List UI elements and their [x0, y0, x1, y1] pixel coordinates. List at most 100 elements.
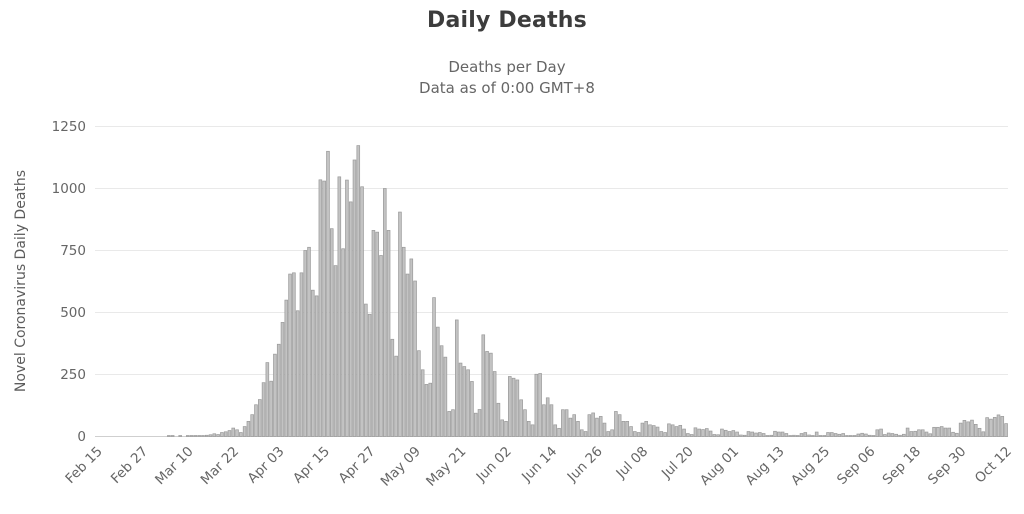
daily-deaths-bar[interactable] — [614, 411, 618, 437]
daily-deaths-bar[interactable] — [405, 273, 410, 437]
daily-deaths-bar[interactable] — [989, 418, 993, 437]
daily-deaths-bar[interactable] — [633, 431, 637, 437]
daily-deaths-bar[interactable] — [739, 434, 743, 437]
daily-deaths-bar[interactable] — [962, 420, 967, 437]
daily-deaths-bar[interactable] — [580, 429, 584, 437]
daily-deaths-bar[interactable] — [458, 362, 463, 437]
daily-deaths-bar[interactable] — [432, 297, 436, 437]
daily-deaths-bar[interactable] — [356, 145, 361, 437]
daily-deaths-bar[interactable] — [841, 433, 845, 437]
daily-deaths-bar[interactable] — [625, 421, 630, 437]
daily-deaths-bar[interactable] — [223, 431, 228, 437]
daily-deaths-bar[interactable] — [735, 431, 739, 437]
daily-deaths-bar[interactable] — [265, 362, 270, 437]
daily-deaths-bar[interactable] — [311, 289, 315, 437]
daily-deaths-bar[interactable] — [284, 299, 289, 437]
daily-deaths-bar[interactable] — [754, 432, 758, 437]
daily-deaths-bar[interactable] — [663, 432, 667, 437]
daily-deaths-bar[interactable] — [239, 432, 243, 437]
daily-deaths-bar[interactable] — [788, 435, 792, 437]
daily-deaths-bar[interactable] — [943, 427, 948, 437]
daily-deaths-bar[interactable] — [867, 434, 872, 437]
daily-deaths-bar[interactable] — [955, 432, 959, 437]
daily-deaths-bar[interactable] — [939, 426, 944, 437]
daily-deaths-bar[interactable] — [447, 411, 451, 437]
daily-deaths-bar[interactable] — [682, 428, 686, 437]
daily-deaths-bar[interactable] — [951, 431, 955, 437]
daily-deaths-bar[interactable] — [201, 435, 205, 437]
daily-deaths-bar[interactable] — [807, 434, 811, 437]
daily-deaths-bar[interactable] — [913, 430, 917, 437]
daily-deaths-bar[interactable] — [731, 430, 736, 437]
daily-deaths-bar[interactable] — [602, 422, 607, 437]
daily-deaths-bar[interactable] — [322, 180, 326, 437]
daily-deaths-bar[interactable] — [811, 435, 815, 437]
daily-deaths-bar[interactable] — [883, 434, 887, 437]
daily-deaths-bar[interactable] — [409, 258, 414, 437]
daily-deaths-bar[interactable] — [777, 431, 781, 437]
daily-deaths-bar[interactable] — [852, 435, 857, 437]
daily-deaths-bar[interactable] — [803, 432, 808, 437]
daily-deaths-bar[interactable] — [216, 434, 220, 437]
daily-deaths-bar[interactable] — [496, 402, 501, 437]
daily-deaths-bar[interactable] — [246, 421, 251, 437]
daily-deaths-bar[interactable] — [398, 211, 402, 437]
daily-deaths-bar[interactable] — [204, 434, 209, 437]
daily-deaths-bar[interactable] — [636, 432, 641, 437]
daily-deaths-bar[interactable] — [542, 404, 546, 437]
daily-deaths-bar[interactable] — [553, 424, 558, 437]
daily-deaths-bar[interactable] — [235, 429, 239, 437]
daily-deaths-bar[interactable] — [455, 319, 459, 437]
daily-deaths-bar[interactable] — [314, 295, 319, 437]
daily-deaths-bar[interactable] — [780, 431, 785, 437]
daily-deaths-bar[interactable] — [231, 427, 236, 437]
daily-deaths-bar[interactable] — [905, 427, 910, 437]
daily-deaths-bar[interactable] — [814, 431, 819, 437]
daily-deaths-bar[interactable] — [568, 417, 573, 437]
daily-deaths-bar[interactable] — [716, 434, 720, 437]
daily-deaths-bar[interactable] — [292, 272, 296, 437]
daily-deaths-bar[interactable] — [485, 351, 489, 437]
daily-deaths-bar[interactable] — [670, 424, 675, 437]
daily-deaths-bar[interactable] — [742, 434, 747, 437]
daily-deaths-bar[interactable] — [1000, 416, 1005, 437]
daily-deaths-bar[interactable] — [845, 435, 849, 437]
daily-deaths-bar[interactable] — [167, 435, 171, 437]
daily-deaths-bar[interactable] — [329, 228, 334, 437]
daily-deaths-bar[interactable] — [220, 432, 224, 437]
daily-deaths-bar[interactable] — [689, 434, 694, 437]
daily-deaths-bar[interactable] — [401, 246, 406, 437]
daily-deaths-bar[interactable] — [436, 326, 440, 437]
daily-deaths-bar[interactable] — [561, 409, 565, 437]
daily-deaths-bar[interactable] — [697, 428, 701, 437]
daily-deaths-bar[interactable] — [617, 414, 622, 437]
daily-deaths-bar[interactable] — [746, 431, 751, 437]
daily-deaths-bar[interactable] — [538, 373, 542, 437]
daily-deaths-bar[interactable] — [489, 352, 493, 437]
daily-deaths-bar[interactable] — [379, 255, 383, 437]
daily-deaths-bar[interactable] — [701, 429, 705, 437]
daily-deaths-bar[interactable] — [428, 382, 433, 437]
daily-deaths-bar[interactable] — [936, 426, 940, 437]
daily-deaths-bar[interactable] — [886, 432, 891, 437]
daily-deaths-bar[interactable] — [295, 310, 300, 437]
daily-deaths-bar[interactable] — [242, 426, 247, 437]
daily-deaths-bar[interactable] — [712, 434, 717, 437]
daily-deaths-bar[interactable] — [212, 433, 217, 437]
daily-deaths-bar[interactable] — [189, 435, 194, 437]
daily-deaths-bar[interactable] — [348, 201, 353, 437]
daily-deaths-bar[interactable] — [193, 435, 198, 437]
daily-deaths-bar[interactable] — [534, 373, 539, 437]
daily-deaths-bar[interactable] — [254, 404, 258, 437]
daily-deaths-bar[interactable] — [439, 345, 444, 437]
daily-deaths-bar[interactable] — [341, 248, 345, 437]
daily-deaths-bar[interactable] — [394, 355, 398, 437]
daily-deaths-bar[interactable] — [996, 414, 1001, 437]
daily-deaths-bar[interactable] — [606, 431, 611, 437]
daily-deaths-bar[interactable] — [784, 433, 789, 437]
daily-deaths-bar[interactable] — [693, 427, 698, 437]
daily-deaths-bar[interactable] — [386, 230, 391, 437]
daily-deaths-bar[interactable] — [830, 432, 834, 437]
daily-deaths-bar[interactable] — [276, 343, 281, 437]
daily-deaths-bar[interactable] — [1004, 423, 1008, 437]
